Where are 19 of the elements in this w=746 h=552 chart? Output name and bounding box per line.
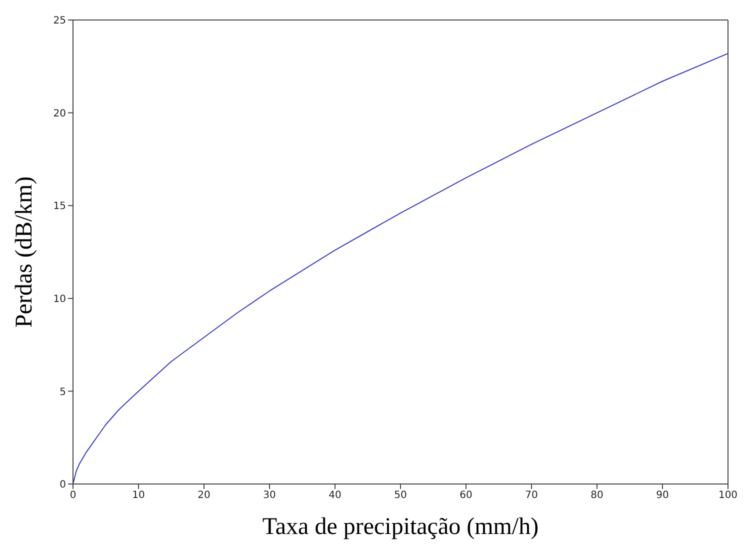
y-tick-label: 10 xyxy=(53,294,66,305)
x-tick-label: 80 xyxy=(590,490,604,502)
y-tick-label: 25 xyxy=(53,16,66,27)
x-tick-label: 10 xyxy=(132,490,145,502)
x-tick-label: 70 xyxy=(525,490,538,502)
x-tick-label: 60 xyxy=(460,490,472,502)
x-tick-label: 90 xyxy=(656,490,669,502)
x-tick-label: 0 xyxy=(70,490,76,502)
x-tick-label: 100 xyxy=(718,490,738,502)
x-axis-title: Taxa de precipitação (mm/h) xyxy=(262,514,539,540)
y-tick-label: 20 xyxy=(53,108,66,120)
x-tick-label: 20 xyxy=(198,490,210,502)
y-tick-label: 15 xyxy=(53,201,66,212)
x-tick-label: 30 xyxy=(263,490,276,502)
x-tick-label: 50 xyxy=(394,490,407,502)
x-tick-label: 40 xyxy=(328,490,342,502)
y-tick-label: 5 xyxy=(60,386,66,398)
y-tick-label: 0 xyxy=(60,480,66,491)
y-axis-title: Perdas (dB/km) xyxy=(12,176,38,328)
